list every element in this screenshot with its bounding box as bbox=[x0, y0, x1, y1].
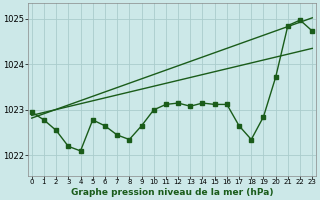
X-axis label: Graphe pression niveau de la mer (hPa): Graphe pression niveau de la mer (hPa) bbox=[71, 188, 273, 197]
